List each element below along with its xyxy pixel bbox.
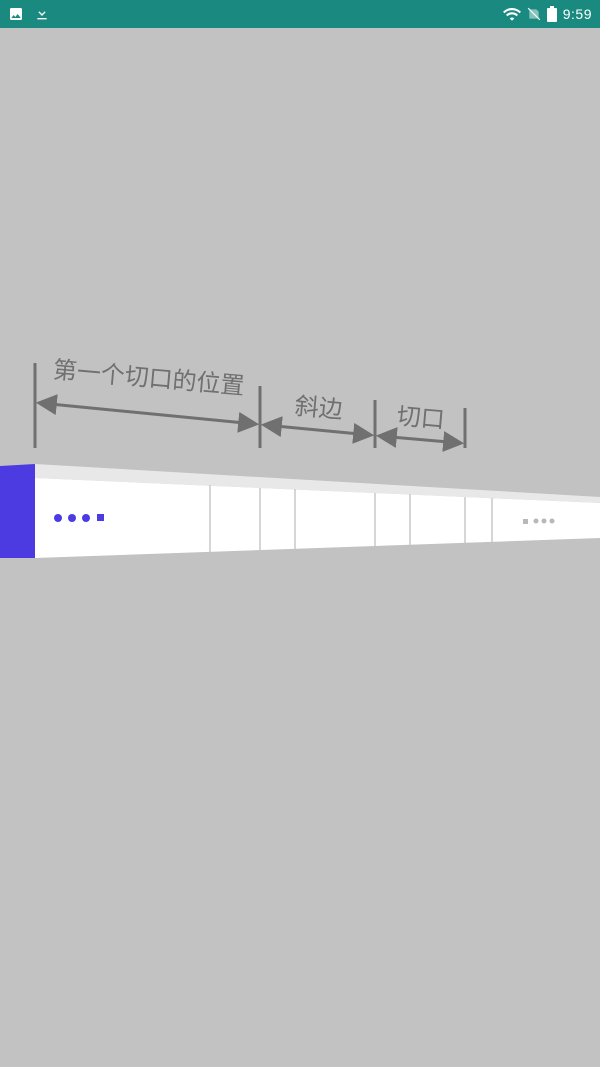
board bbox=[0, 464, 600, 558]
dimension-lines: 第一个切口的位置 斜边 切口 bbox=[40, 357, 460, 443]
board-left-face bbox=[0, 466, 35, 558]
diagram-svg: 第一个切口的位置 斜边 切口 bbox=[0, 28, 600, 1067]
wifi-icon bbox=[503, 7, 521, 21]
image-icon bbox=[8, 6, 24, 22]
download-icon bbox=[34, 6, 50, 22]
dim-label-first-cut: 第一个切口的位置 bbox=[52, 357, 246, 401]
dim-label-cut: 切口 bbox=[396, 403, 446, 434]
battery-icon bbox=[547, 6, 557, 22]
status-bar: 9:59 bbox=[0, 0, 600, 28]
no-sim-icon bbox=[527, 7, 541, 21]
diagram-canvas[interactable]: 第一个切口的位置 斜边 切口 bbox=[0, 28, 600, 1067]
dim-line-cut bbox=[380, 436, 460, 443]
dim-line-hypotenuse bbox=[265, 425, 370, 435]
dim-label-hypotenuse: 斜边 bbox=[294, 393, 344, 424]
status-clock: 9:59 bbox=[563, 6, 592, 22]
dim-line-first-cut bbox=[40, 403, 255, 424]
